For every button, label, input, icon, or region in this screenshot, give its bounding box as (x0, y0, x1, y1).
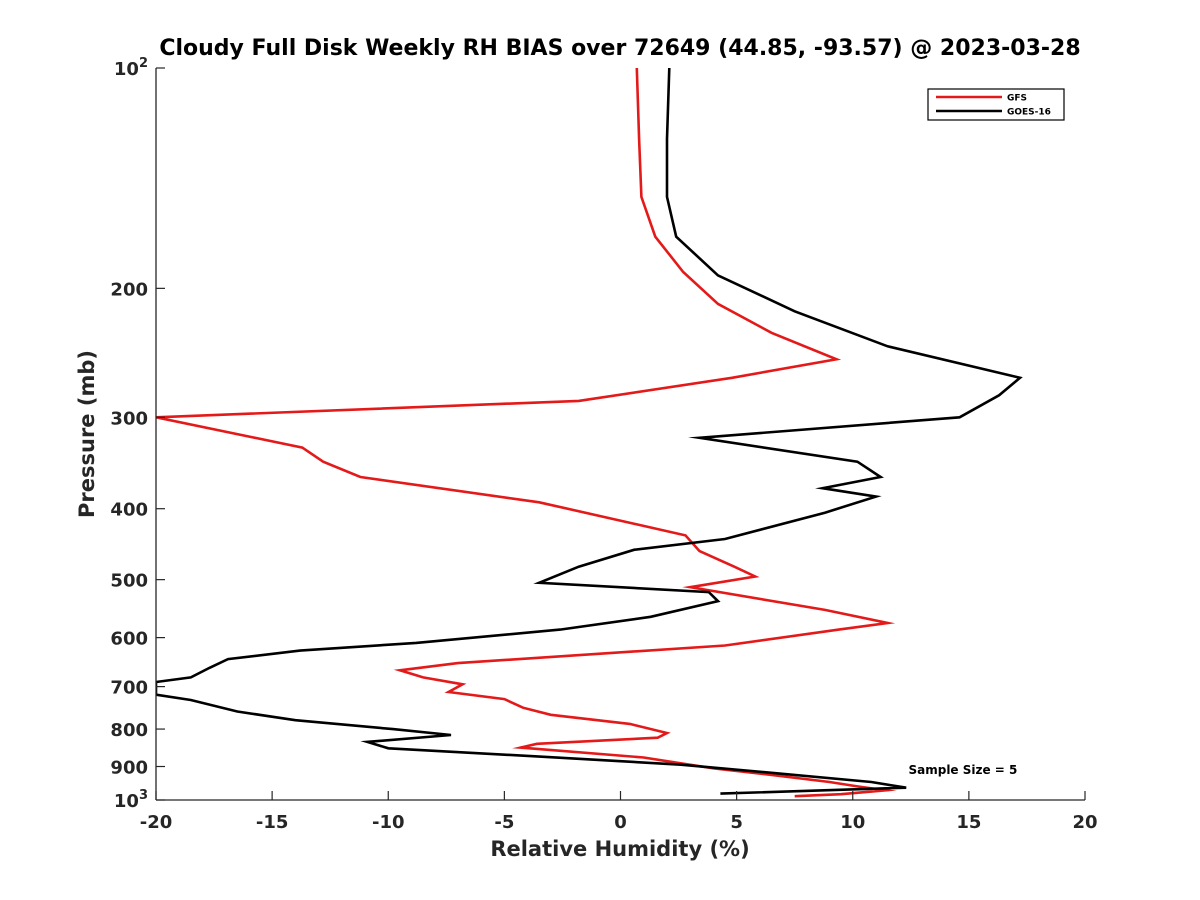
x-axis-label: Relative Humidity (%) (490, 837, 749, 861)
y-tick-label: 800 (110, 720, 148, 741)
y-tick-label: 400 (110, 500, 148, 521)
series-line-gfs (156, 68, 897, 798)
x-tick-label: 5 (730, 812, 743, 833)
x-tick-label: -15 (256, 812, 289, 833)
legend-box (927, 88, 1065, 121)
legend: GFS GOES-16 (927, 88, 1065, 121)
y-tick-label: 300 (110, 408, 148, 429)
x-tick-label: -20 (140, 812, 173, 833)
y-tick-label: 900 (110, 758, 148, 779)
y-tick-label: 600 (110, 629, 148, 650)
series-layer (156, 68, 1023, 798)
x-tick-label: 0 (614, 812, 627, 833)
y-tick-label: 700 (110, 678, 148, 699)
legend-label-gfs: GFS (1007, 94, 1027, 104)
y-tick-label: 500 (110, 571, 148, 592)
y-axis-label: Pressure (mb) (75, 350, 99, 518)
x-tick-label: 10 (840, 812, 865, 833)
y-tick-label: 103 (114, 788, 148, 812)
x-tick-label: -10 (372, 812, 405, 833)
x-tick-label: -5 (494, 812, 514, 833)
y-tick-label: 102 (114, 56, 148, 80)
plot-area (156, 68, 1085, 800)
x-tick-label: 15 (956, 812, 981, 833)
x-tick-label: 20 (1072, 812, 1097, 833)
legend-label-goes16: GOES-16 (1007, 108, 1051, 118)
sample-size-annotation: Sample Size = 5 (908, 763, 1017, 777)
x-ticks: -20 -15 -10 -5 0 5 10 15 20 (140, 791, 1098, 833)
chart-title: Cloudy Full Disk Weekly RH BIAS over 726… (159, 36, 1080, 61)
y-ticks: 102 200 300 400 500 600 700 800 900 103 (110, 56, 165, 812)
series-line-goes16 (156, 68, 1023, 795)
y-tick-label: 200 (110, 279, 148, 300)
